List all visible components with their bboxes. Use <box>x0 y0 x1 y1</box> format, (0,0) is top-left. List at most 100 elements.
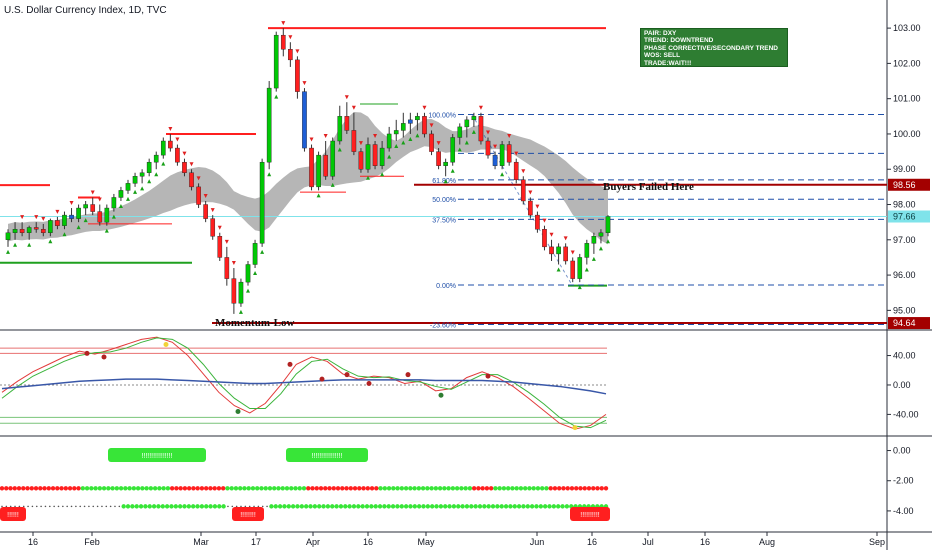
dot-marker <box>369 504 374 509</box>
dot-marker <box>551 504 557 509</box>
dot-marker <box>18 505 21 508</box>
dot-marker <box>164 504 170 509</box>
candle-body <box>153 154 159 163</box>
dot-marker <box>425 504 431 509</box>
price-label: 94.64 <box>893 318 916 328</box>
dot-marker <box>429 486 434 491</box>
sell-marker <box>217 225 222 230</box>
dot-marker <box>182 504 187 509</box>
dot-marker <box>101 505 103 508</box>
dot-marker <box>351 504 357 509</box>
buy-marker <box>118 203 123 208</box>
dot-marker <box>521 504 526 509</box>
dot-marker <box>473 504 478 509</box>
candle-body <box>415 116 420 121</box>
buy-marker <box>27 242 32 247</box>
dot-marker <box>55 486 60 491</box>
dot-marker <box>96 505 99 508</box>
dot-marker <box>208 486 213 491</box>
candle-body <box>316 154 321 188</box>
dot-marker <box>143 504 148 509</box>
dot-marker <box>373 504 378 509</box>
dot-marker <box>482 504 487 509</box>
buy-marker <box>450 168 455 173</box>
candle-body <box>485 140 491 156</box>
candle-body <box>5 232 11 240</box>
dot-marker <box>269 504 274 509</box>
buy-marker <box>443 179 448 184</box>
dot-marker <box>38 486 43 491</box>
y-tick-label: 103.00 <box>893 23 921 33</box>
x-tick-label: Apr <box>306 537 320 547</box>
sell-marker <box>429 123 434 128</box>
dot-marker <box>147 504 152 509</box>
dot-marker <box>70 505 73 508</box>
buy-marker <box>408 136 413 141</box>
dot-marker <box>242 486 247 491</box>
buy-marker <box>104 228 109 233</box>
dot-marker <box>539 486 545 491</box>
dot-marker <box>552 486 558 491</box>
dot-marker <box>447 504 452 509</box>
osc-y-tick-label: -40.00 <box>893 409 919 419</box>
candle-body <box>55 220 60 226</box>
dot-marker <box>459 486 464 491</box>
dot-marker <box>425 486 430 491</box>
dot-marker <box>390 504 396 509</box>
dot-marker <box>454 486 460 491</box>
dot-marker <box>27 505 29 508</box>
dot-marker <box>493 486 498 491</box>
dot-marker <box>273 504 278 509</box>
sell-marker <box>231 261 236 266</box>
dot-marker <box>312 504 318 509</box>
candle-body <box>443 161 448 166</box>
candle-body <box>506 144 512 163</box>
buy-marker <box>337 147 342 152</box>
buy-marker <box>6 249 10 254</box>
chart-title: U.S. Dollar Currency Index, 1D, TVC <box>4 5 167 16</box>
dot-marker <box>516 504 522 509</box>
candle-body <box>217 236 223 258</box>
dot-marker <box>569 486 575 491</box>
dot-marker <box>403 504 409 509</box>
dot-marker <box>334 504 339 509</box>
candle-body <box>252 243 258 265</box>
candle-body <box>48 220 53 233</box>
dot-marker <box>486 504 491 509</box>
dot-marker <box>529 504 535 509</box>
candle-body <box>273 34 279 89</box>
dot-marker <box>67 486 73 491</box>
dot-marker <box>191 486 196 491</box>
osc-signal-dot <box>344 372 350 378</box>
dots-y-tick-label: -4.00 <box>893 506 914 516</box>
info-line-trade: TRADE:WAIT!!! <box>644 59 692 67</box>
candle-body <box>302 91 307 149</box>
candle-body <box>408 119 413 124</box>
dot-marker <box>4 486 9 491</box>
dot-marker <box>352 486 358 491</box>
dot-marker <box>477 504 483 509</box>
x-tick-label: 16 <box>587 537 597 547</box>
buy-marker <box>13 242 18 247</box>
osc-signal-dot <box>84 350 90 356</box>
candle-body <box>570 260 576 279</box>
dot-marker <box>50 486 56 491</box>
dot-marker <box>338 504 344 509</box>
x-tick-label: May <box>417 537 435 547</box>
dot-marker <box>72 486 77 491</box>
signal-badge-text: !!!!!!!!!!!!!!!! <box>311 453 342 460</box>
candle-body <box>556 246 561 255</box>
y-tick-label: 97.00 <box>893 235 916 245</box>
dot-marker <box>488 486 494 491</box>
dot-marker <box>0 486 5 491</box>
sell-marker <box>203 193 208 198</box>
dot-marker <box>290 504 296 509</box>
candle-body <box>118 190 124 198</box>
osc-signal-dot <box>572 425 578 431</box>
dot-marker <box>217 504 222 509</box>
dot-marker <box>557 486 562 491</box>
buy-marker <box>330 182 335 187</box>
dot-marker <box>272 486 277 491</box>
candle-body <box>210 218 216 237</box>
osc-signal-dot <box>485 373 491 379</box>
